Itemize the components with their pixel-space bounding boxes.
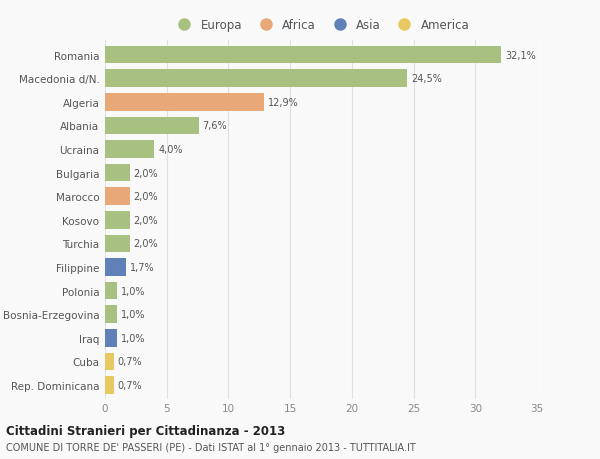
- Text: 7,6%: 7,6%: [203, 121, 227, 131]
- Text: 1,7%: 1,7%: [130, 263, 154, 273]
- Text: 12,9%: 12,9%: [268, 98, 299, 107]
- Text: COMUNE DI TORRE DE' PASSERI (PE) - Dati ISTAT al 1° gennaio 2013 - TUTTITALIA.IT: COMUNE DI TORRE DE' PASSERI (PE) - Dati …: [6, 442, 416, 452]
- Bar: [105, 258, 126, 276]
- Text: 2,0%: 2,0%: [133, 239, 158, 249]
- Bar: [105, 282, 118, 300]
- Text: Cittadini Stranieri per Cittadinanza - 2013: Cittadini Stranieri per Cittadinanza - 2…: [6, 425, 285, 437]
- Legend: Europa, Africa, Asia, America: Europa, Africa, Asia, America: [172, 19, 470, 32]
- Text: 0,7%: 0,7%: [118, 380, 142, 390]
- Bar: [105, 70, 407, 88]
- Bar: [105, 117, 199, 135]
- Bar: [105, 94, 264, 112]
- Text: 32,1%: 32,1%: [505, 50, 536, 61]
- Text: 0,7%: 0,7%: [118, 357, 142, 367]
- Bar: [105, 376, 113, 394]
- Bar: [105, 329, 118, 347]
- Bar: [105, 164, 130, 182]
- Text: 1,0%: 1,0%: [121, 333, 146, 343]
- Bar: [105, 188, 130, 206]
- Text: 2,0%: 2,0%: [133, 192, 158, 202]
- Bar: [105, 47, 501, 64]
- Text: 24,5%: 24,5%: [411, 74, 442, 84]
- Bar: [105, 235, 130, 253]
- Text: 4,0%: 4,0%: [158, 145, 182, 155]
- Text: 2,0%: 2,0%: [133, 215, 158, 225]
- Bar: [105, 212, 130, 229]
- Bar: [105, 141, 154, 158]
- Text: 1,0%: 1,0%: [121, 309, 146, 319]
- Bar: [105, 306, 118, 324]
- Text: 2,0%: 2,0%: [133, 168, 158, 178]
- Bar: [105, 353, 113, 370]
- Text: 1,0%: 1,0%: [121, 286, 146, 296]
